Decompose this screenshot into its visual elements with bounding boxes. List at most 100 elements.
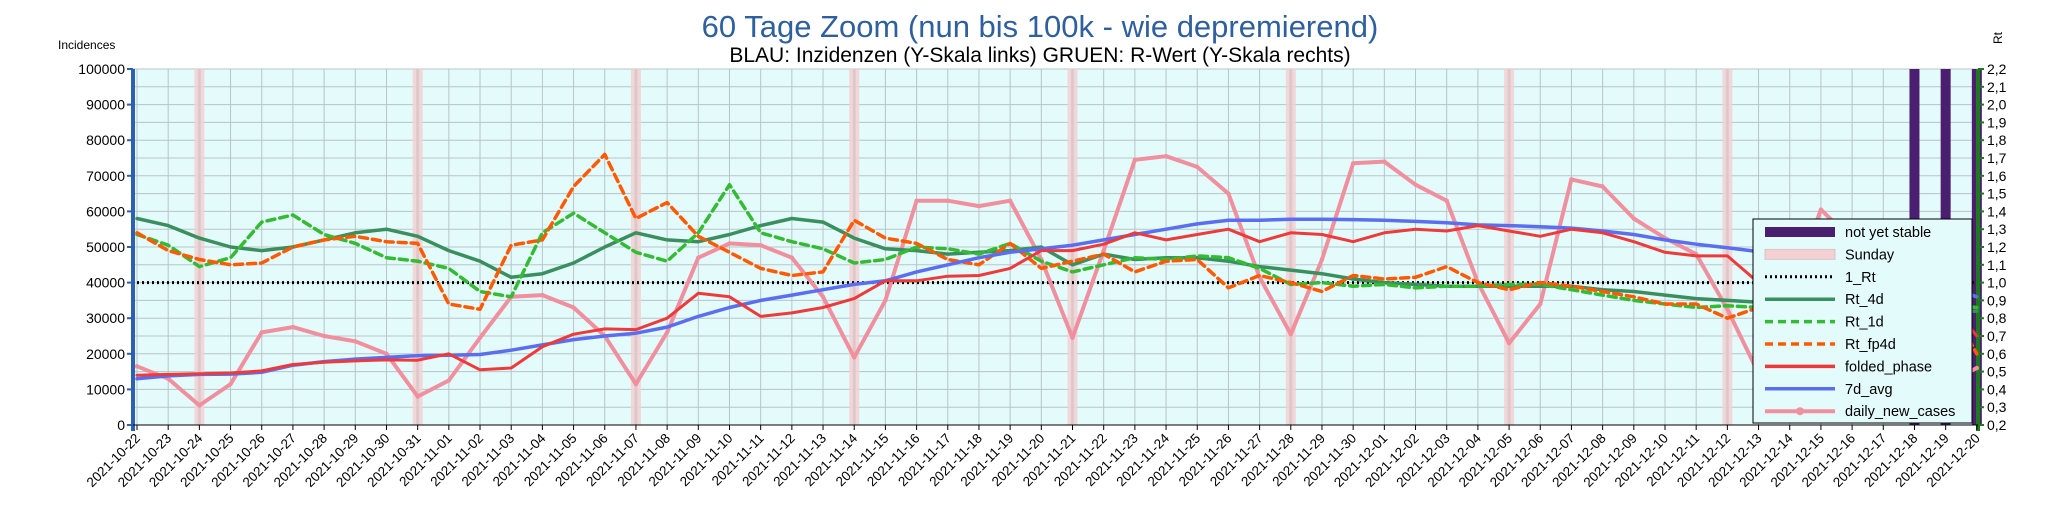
y-tick-label-left: 30000: [86, 310, 125, 326]
data-point-daily-new-cases: [1444, 198, 1449, 203]
data-point-daily-new-cases: [1163, 154, 1169, 159]
legend-swatch-not-yet-stable: [1765, 227, 1835, 237]
y-tick-label-left: 80000: [86, 132, 125, 148]
data-point-daily-new-cases: [696, 255, 701, 260]
data-point-daily-new-cases: [415, 394, 420, 399]
data-point-daily-new-cases: [259, 330, 264, 335]
data-point-daily-new-cases: [727, 241, 732, 246]
data-point-daily-new-cases: [1101, 248, 1106, 253]
y-axis-label-right: Rt: [1991, 31, 2005, 44]
y-tick-label-right: 2,1: [1987, 79, 2007, 95]
y-tick-label-left: 100000: [78, 61, 125, 77]
sunday-band-core: [1507, 69, 1511, 425]
series-line-rt-fp4d: [135, 152, 1979, 356]
y-tick-label-right: 0,6: [1987, 346, 2007, 362]
data-point-daily-new-cases: [1319, 257, 1325, 262]
y-tick-label-right: 0,4: [1987, 381, 2007, 397]
legend-label: Rt_fp4d: [1845, 337, 1896, 353]
data-point-daily-new-cases: [477, 335, 483, 340]
data-point-daily-new-cases: [1600, 184, 1605, 189]
y-tick-label-right: 0,5: [1987, 364, 2007, 380]
data-point-daily-new-cases: [197, 403, 202, 408]
data-point-daily-new-cases: [571, 305, 576, 310]
plot-area: 0 10000 20000 30000 40000 50000 60000 70000 8000…: [78, 61, 2006, 490]
data-point-daily-new-cases: [1007, 198, 1013, 203]
y-tick-label-right: 0,2: [1987, 417, 2007, 433]
data-point-daily-new-cases: [664, 330, 670, 335]
data-point-daily-new-cases: [820, 294, 826, 300]
y-tick-label-right: 2,2: [1987, 61, 2007, 77]
y-tick-label-right: 0,8: [1987, 310, 2007, 326]
data-point-daily-new-cases: [1195, 164, 1200, 170]
data-point-daily-new-cases: [758, 243, 763, 248]
chart-subtitle: BLAU: Inzidenzen (Y-Skala links) GRUEN: …: [729, 44, 1350, 67]
data-point-daily-new-cases: [1413, 182, 1418, 187]
data-point-daily-new-cases: [1132, 157, 1138, 162]
y-tick-label-right: 1,6: [1987, 168, 2007, 184]
data-point-daily-new-cases: [945, 198, 950, 203]
data-point-daily-new-cases: [1382, 159, 1387, 164]
y-axis-label-left: Incidences: [58, 38, 115, 52]
y-tick-label-left: 50000: [86, 239, 125, 255]
legend-marker-daily-new-cases: [1796, 407, 1804, 416]
y-tick-label-right: 0,7: [1987, 328, 2007, 344]
y-tick-label-right: 1,1: [1987, 257, 2007, 273]
sunday-band-core: [1071, 69, 1075, 425]
data-point-daily-new-cases: [1631, 216, 1637, 221]
y-tick-label-right: 1,9: [1987, 114, 2007, 130]
sunday-band-core: [852, 69, 856, 425]
data-point-daily-new-cases: [290, 324, 296, 330]
legend-label: folded_phase: [1845, 359, 1932, 375]
data-point-daily-new-cases: [540, 292, 545, 298]
data-point-daily-new-cases: [1974, 365, 1980, 371]
data-point-daily-new-cases: [633, 381, 639, 387]
legend-label: Sunday: [1845, 247, 1895, 263]
data-point-daily-new-cases: [1070, 335, 1075, 340]
data-point-daily-new-cases: [1818, 207, 1824, 212]
legend-label: 7d_avg: [1845, 382, 1893, 398]
y-tick-label-left: 10000: [86, 381, 125, 397]
y-tick-label-left: 70000: [86, 168, 125, 184]
data-point-daily-new-cases: [1725, 307, 1730, 312]
y-tick-label-right: 0,9: [1987, 292, 2007, 308]
y-tick-label-left: 20000: [86, 346, 125, 362]
chart-title: 60 Tage Zoom (nun bis 100k - wie depremi…: [702, 9, 1379, 44]
sunday-band-core: [416, 69, 420, 425]
data-point-daily-new-cases: [353, 339, 358, 344]
data-point-daily-new-cases: [321, 333, 327, 339]
legend-label: daily_new_cases: [1845, 404, 1955, 420]
series-line-folded-phase: [135, 224, 1979, 377]
y-tick-label-right: 2,0: [1987, 97, 2007, 113]
y-tick-label-right: 1,5: [1987, 186, 2007, 202]
data-point-daily-new-cases: [976, 203, 982, 209]
legend-label: Rt_1d: [1845, 315, 1884, 331]
data-point-daily-new-cases: [883, 298, 888, 303]
y-tick-label-left: 90000: [86, 97, 125, 113]
y-tick-label-right: 1,0: [1987, 275, 2007, 291]
y-tick-label-left: 60000: [86, 203, 125, 219]
sunday-band-core: [634, 69, 638, 425]
sunday-band-core: [197, 69, 201, 425]
y-tick-label-right: 1,2: [1987, 239, 2007, 255]
data-point-daily-new-cases: [134, 364, 140, 369]
y-tick-label-right: 1,8: [1987, 132, 2007, 148]
data-point-daily-new-cases: [789, 255, 795, 260]
data-point-daily-new-cases: [228, 381, 233, 387]
sunday-band-core: [1289, 69, 1293, 425]
y-tick-label-right: 1,7: [1987, 150, 2007, 166]
data-point-daily-new-cases: [1538, 301, 1543, 307]
legend-swatch-sunday: [1764, 248, 1836, 260]
data-point-daily-new-cases: [852, 355, 857, 360]
data-point-daily-new-cases: [1350, 161, 1356, 166]
y-tick-label-left: 0: [117, 417, 125, 433]
y-tick-label-right: 0,3: [1987, 399, 2007, 415]
legend-label: 1_Rt: [1845, 270, 1876, 286]
data-point-daily-new-cases: [1288, 332, 1293, 337]
y-tick-label-left: 40000: [86, 275, 125, 291]
data-point-daily-new-cases: [914, 198, 919, 203]
y-tick-label-right: 1,3: [1987, 221, 2007, 237]
data-point-daily-new-cases: [1226, 191, 1231, 196]
y-tick-label-right: 1,4: [1987, 203, 2007, 219]
data-point-daily-new-cases: [384, 351, 389, 356]
